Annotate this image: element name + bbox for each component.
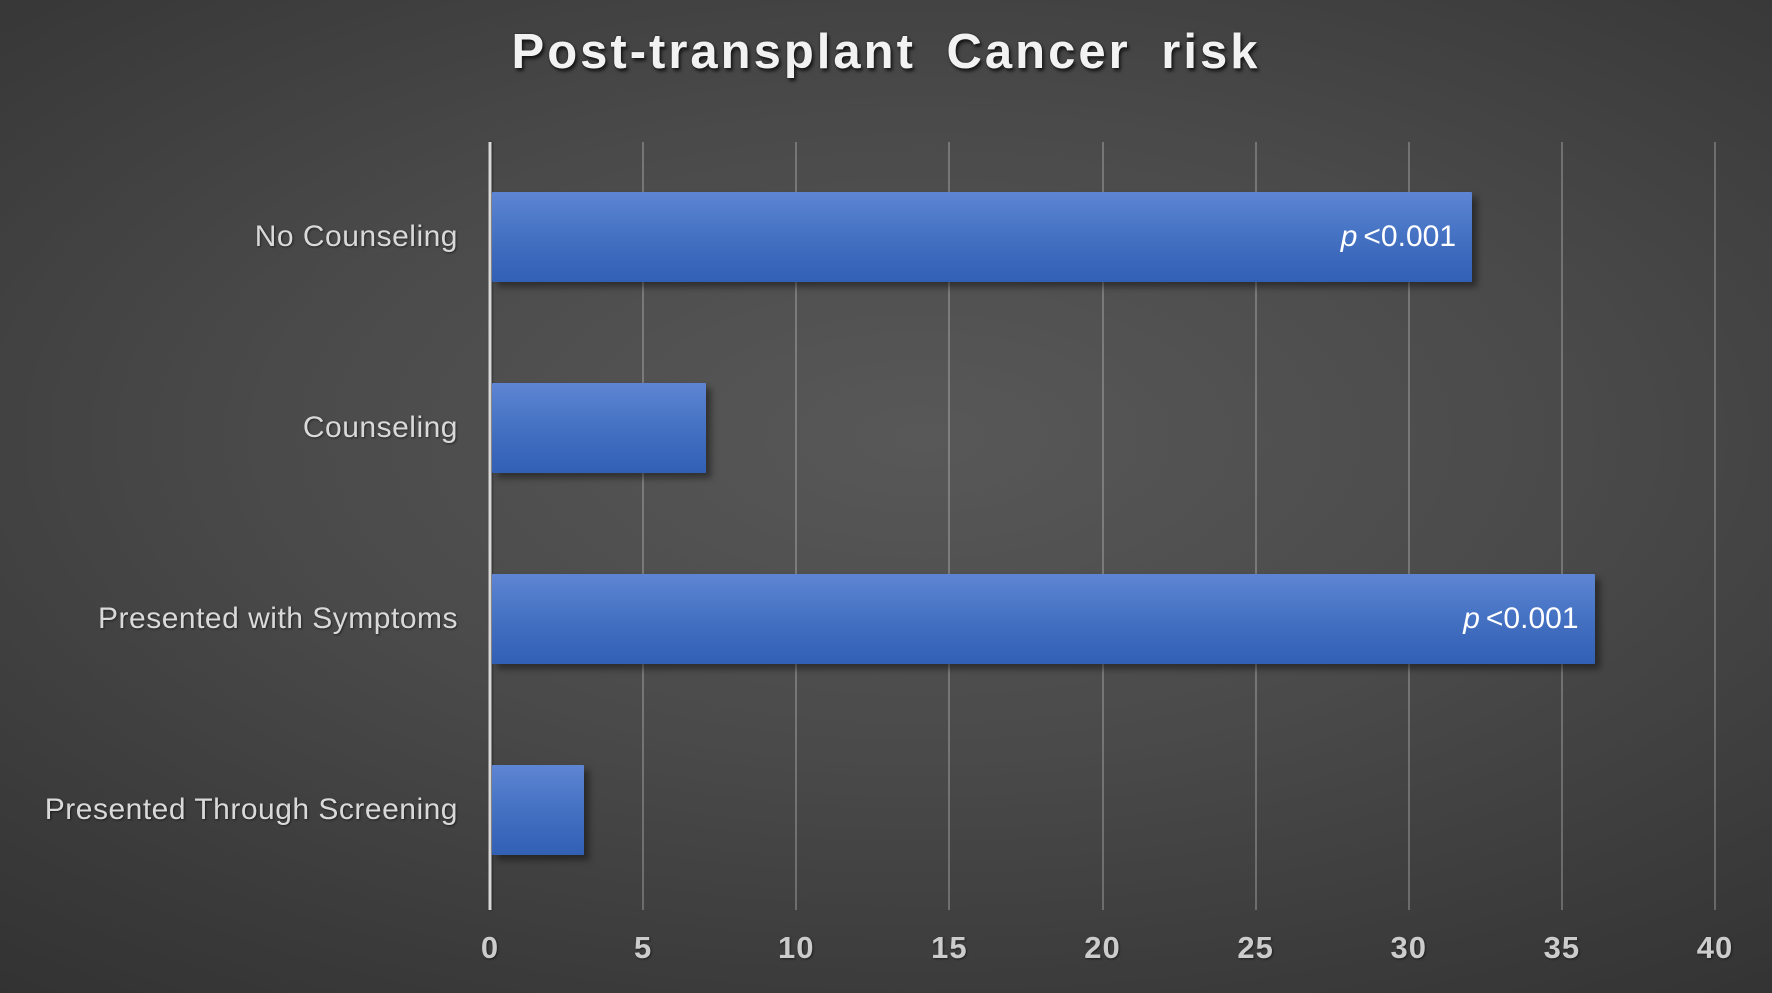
chart-title: Post-transplant Cancer risk bbox=[511, 25, 1261, 79]
x-tick-label-20: 20 bbox=[1084, 930, 1121, 965]
gridline-15 bbox=[948, 142, 951, 910]
bar-no-counseling[interactable]: p <0.001 bbox=[492, 192, 1472, 283]
gridline-35 bbox=[1560, 142, 1563, 910]
gridline-20 bbox=[1101, 142, 1104, 910]
p-value-number: <0.001 bbox=[1363, 220, 1456, 254]
x-tick-label-0: 0 bbox=[480, 930, 500, 965]
bar-presented-with-symptoms[interactable]: p <0.001 bbox=[492, 573, 1595, 664]
category-label-no-counseling: No Counseling bbox=[254, 220, 458, 254]
category-label-presented-through-screening: Presented Through Screening bbox=[44, 792, 458, 826]
p-value-label: p <0.001 bbox=[1341, 220, 1456, 254]
x-tick-label-5: 5 bbox=[634, 930, 653, 965]
bar-counseling[interactable] bbox=[492, 383, 707, 474]
x-tick-label-35: 35 bbox=[1543, 930, 1581, 965]
p-value-symbol: p bbox=[1463, 601, 1480, 635]
x-tick-label-10: 10 bbox=[778, 930, 815, 965]
p-value-number: <0.001 bbox=[1485, 601, 1579, 635]
y-axis-line bbox=[488, 142, 492, 910]
x-tick-label-40: 40 bbox=[1696, 930, 1734, 965]
p-value-label: p <0.001 bbox=[1463, 602, 1578, 636]
x-tick-label-15: 15 bbox=[931, 930, 968, 965]
p-value-symbol: p bbox=[1340, 220, 1358, 254]
gridline-5 bbox=[642, 142, 645, 910]
plot-area: p <0.001 p <0.001 bbox=[488, 142, 1716, 910]
gridline-40 bbox=[1714, 142, 1716, 910]
gridline-25 bbox=[1254, 142, 1257, 910]
x-tick-label-25: 25 bbox=[1237, 930, 1274, 965]
category-label-counseling: Counseling bbox=[302, 411, 458, 445]
gridline-10 bbox=[795, 142, 798, 910]
x-tick-label-30: 30 bbox=[1390, 930, 1427, 965]
gridline-30 bbox=[1407, 142, 1410, 910]
bar-presented-through-screening[interactable] bbox=[492, 764, 584, 855]
category-label-presented-with-symptoms: Presented with Symptoms bbox=[98, 601, 458, 635]
